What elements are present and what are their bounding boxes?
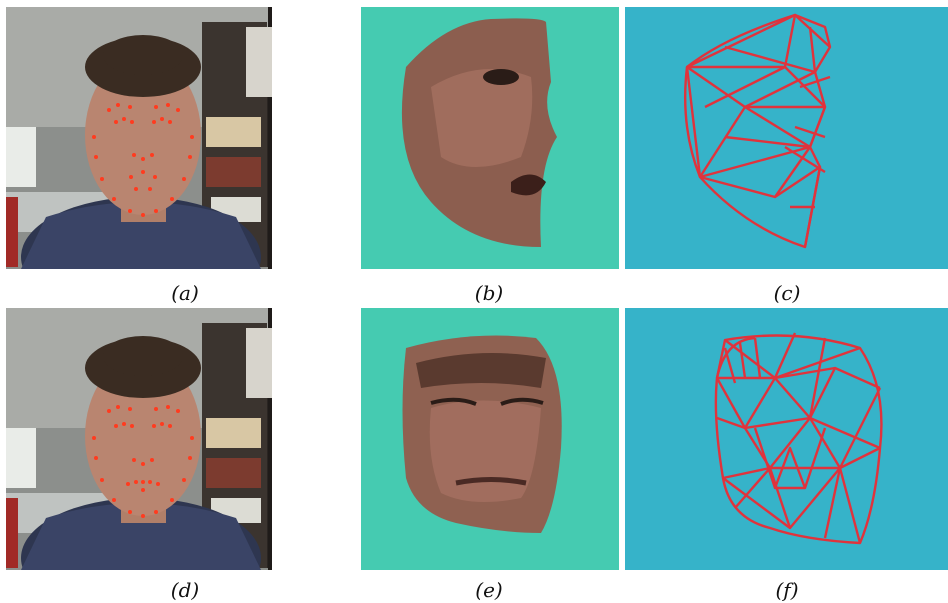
panel-d-webcam-frame-landmarks [6, 308, 272, 570]
wireframe-mesh-f [714, 332, 883, 545]
panel-c-mesh-side-view [625, 7, 948, 269]
panel-f-mesh-frontal-view [625, 308, 948, 570]
caption-d: (d) [170, 578, 200, 602]
caption-c: (c) [773, 281, 801, 305]
panel-a-webcam-frame-landmarks [6, 7, 272, 269]
wireframe-mesh-c [683, 13, 832, 249]
facial-landmark-points-d [92, 405, 194, 518]
facial-landmark-points-a [92, 103, 194, 217]
caption-a: (a) [171, 281, 199, 305]
caption-e: (e) [475, 578, 503, 602]
panel-b-texture-side-view [361, 7, 619, 269]
caption-f: (f) [775, 578, 799, 602]
panel-e-texture-frontal-view [361, 308, 619, 570]
caption-b: (b) [474, 281, 504, 305]
